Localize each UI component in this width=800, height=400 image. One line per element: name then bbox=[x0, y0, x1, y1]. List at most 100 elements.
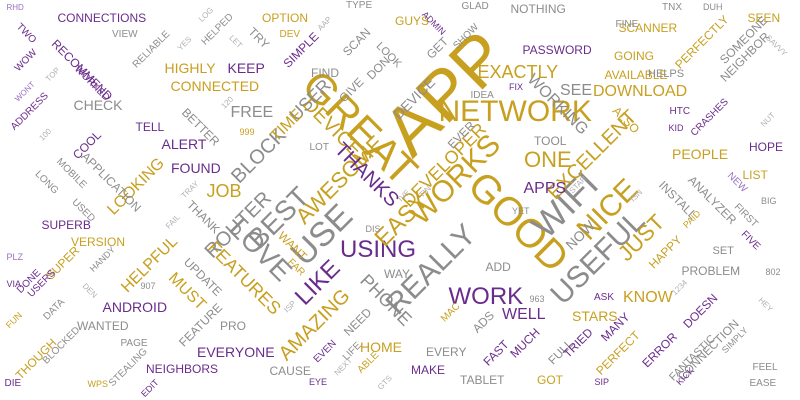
word-seen: SEEN bbox=[747, 11, 781, 25]
word-big: BIG bbox=[761, 195, 777, 206]
word-check: CHECK bbox=[73, 97, 123, 113]
word-list: LIST bbox=[742, 168, 768, 182]
word-tell: TELL bbox=[135, 120, 165, 134]
word-doesn: DOESN bbox=[679, 290, 720, 332]
word-hope: HOPE bbox=[749, 140, 784, 154]
word-fine: FINE bbox=[615, 19, 639, 30]
word-gts: GTS bbox=[375, 373, 394, 392]
word-den: DEN bbox=[80, 281, 99, 300]
word-connected: CONNECTED bbox=[170, 78, 260, 94]
word-wanted: WANTED bbox=[77, 319, 129, 333]
word-cause: CAUSE bbox=[269, 364, 311, 378]
word-802: 802 bbox=[765, 266, 781, 277]
word-free: FREE bbox=[230, 104, 274, 121]
word-savvy: SAVVY bbox=[763, 33, 789, 59]
word-know: KNOW bbox=[623, 289, 673, 306]
word-kid: KID bbox=[668, 122, 684, 133]
word-100: 100 bbox=[36, 126, 53, 143]
word-duh: DUH bbox=[703, 1, 723, 12]
word-page: PAGE bbox=[120, 338, 148, 349]
word-tool: TOOL bbox=[534, 134, 567, 148]
word-alert: ALERT bbox=[161, 136, 207, 152]
word-one: ONE bbox=[524, 147, 572, 172]
word-much: MUCH bbox=[507, 325, 543, 361]
word-stealing: STEALING bbox=[106, 346, 150, 390]
word-die: DIE bbox=[4, 378, 22, 389]
word-htc: HTC bbox=[669, 106, 691, 117]
word-keep: KEEP bbox=[227, 60, 265, 76]
word-problem: PROBLEM bbox=[681, 264, 741, 278]
word-find: FIND bbox=[311, 66, 339, 80]
word-top: TOP bbox=[43, 65, 62, 84]
word-yes: YES bbox=[175, 34, 194, 53]
word-sip: SIP bbox=[594, 376, 610, 387]
word-scan: SCAN bbox=[339, 25, 373, 59]
word-neighbors: NEIGHBORS bbox=[146, 362, 219, 376]
word-found: FOUND bbox=[171, 160, 221, 176]
word-way: WAY bbox=[384, 267, 410, 281]
word-963: 963 bbox=[529, 293, 545, 304]
word-need: NEED bbox=[340, 305, 374, 339]
word-even: EVEN bbox=[311, 338, 339, 366]
word-aap: AAP bbox=[315, 14, 334, 33]
word-see: SEE bbox=[560, 82, 593, 99]
word-every: EVERY bbox=[426, 345, 467, 359]
word-password: PASSWORD bbox=[522, 43, 592, 57]
word-going: GOING bbox=[614, 49, 655, 63]
word-feel: FEEL bbox=[752, 362, 778, 373]
word-wow: WOW bbox=[12, 47, 39, 74]
word-highly: HIGHLY bbox=[164, 60, 216, 76]
word-yet: YET bbox=[512, 205, 530, 216]
word-job: JOB bbox=[206, 181, 242, 201]
word-scanner: SCANNER bbox=[618, 21, 678, 35]
word-view: VIEW bbox=[112, 29, 138, 40]
word-work: WORK bbox=[448, 283, 524, 310]
word-option: OPTION bbox=[262, 11, 309, 25]
word-guys: GUYS bbox=[395, 14, 430, 28]
word-let: LET bbox=[226, 33, 244, 51]
word-try: TRY bbox=[245, 24, 273, 52]
word-nut: NUT bbox=[758, 110, 777, 129]
word-fail: FAIL bbox=[163, 212, 182, 231]
word-pro: PRO bbox=[220, 319, 247, 333]
word-fix: FIX bbox=[509, 81, 524, 92]
word-using: USING bbox=[340, 236, 417, 263]
word-999: 999 bbox=[239, 126, 255, 137]
word-eye: EYE bbox=[309, 376, 328, 387]
word-907: 907 bbox=[140, 280, 156, 291]
word-nothing: NOTHING bbox=[510, 2, 566, 16]
word-network: NETWORK bbox=[438, 95, 592, 128]
word-android: ANDROID bbox=[102, 299, 168, 315]
word-add: ADD bbox=[485, 260, 511, 274]
word-version: VERSION bbox=[71, 235, 126, 249]
word-mac: MAC bbox=[439, 300, 463, 325]
word-dev: DEV bbox=[279, 29, 301, 40]
word-available: AVAILABLE bbox=[604, 68, 668, 82]
word-wps: WPS bbox=[87, 378, 109, 389]
word-type: TYPE bbox=[346, 0, 373, 11]
word-people: PEOPLE bbox=[672, 146, 729, 162]
word-fun: FUN bbox=[3, 309, 24, 330]
word-idea: IDEA bbox=[470, 90, 494, 101]
word-well: WELL bbox=[502, 306, 546, 323]
word-via: VIA bbox=[6, 278, 22, 289]
word-log: LOG bbox=[196, 5, 215, 24]
word-data: DATA bbox=[40, 296, 67, 323]
word-five: FIVE bbox=[738, 228, 763, 253]
word-thank: THANK bbox=[183, 197, 223, 237]
word-long: LONG bbox=[32, 168, 61, 197]
word-hey: HEY bbox=[756, 295, 775, 314]
word-tray: TRAY bbox=[179, 179, 201, 201]
word-connections: CONNECTIONS bbox=[57, 11, 147, 25]
word-tnx: TNX bbox=[662, 2, 682, 13]
word-1234: 1234 bbox=[670, 278, 690, 298]
word-plz: PLZ bbox=[6, 251, 24, 262]
word-two: TWO bbox=[13, 21, 38, 46]
word-lot: LOT bbox=[309, 142, 329, 153]
word-tablet: TABLET bbox=[460, 373, 505, 387]
word-everyone: EVERYONE bbox=[197, 344, 275, 360]
word-rhd: RHD bbox=[6, 3, 24, 12]
word-next: NEXT bbox=[332, 355, 354, 378]
word-edit: EDIT bbox=[138, 376, 161, 399]
